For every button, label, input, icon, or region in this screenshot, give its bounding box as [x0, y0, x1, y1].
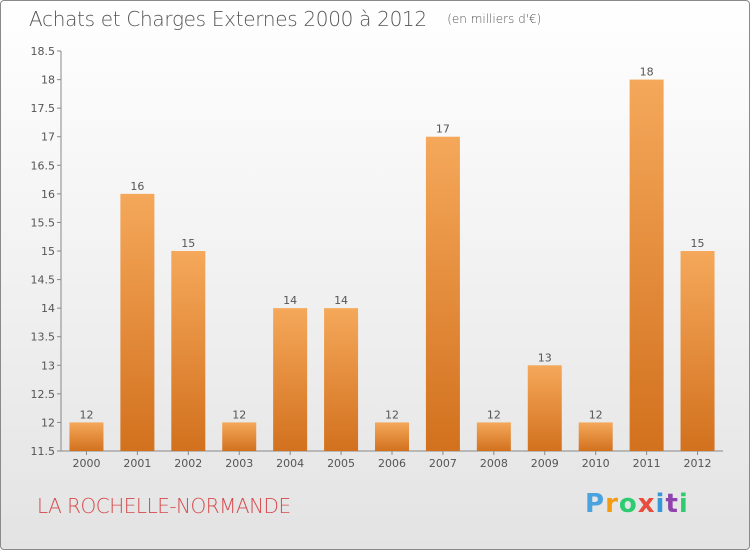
proxiti-logo: Proxiti — [585, 489, 689, 519]
bar-2000 — [69, 422, 104, 451]
data-label: 13 — [538, 351, 552, 364]
y-tick-label: 11.5 — [31, 445, 56, 458]
bar-2010 — [578, 422, 613, 451]
x-tick-label: 2004 — [276, 457, 304, 470]
x-tick-label: 2007 — [429, 457, 457, 470]
data-label: 17 — [436, 123, 450, 136]
y-tick-label: 12 — [41, 416, 55, 429]
data-label: 18 — [640, 66, 654, 79]
y-tick-label: 15 — [41, 245, 55, 258]
data-label: 12 — [232, 408, 246, 421]
bar-2008 — [476, 422, 511, 451]
chart-axes: 11.5 12 12.5 13 13.5 14 14.5 15 15.5 16 16.5 17 17.5… — [31, 45, 723, 458]
y-tick-label: 16.5 — [31, 159, 56, 172]
bar-2003 — [222, 422, 257, 451]
bar-2004 — [273, 308, 308, 451]
x-tick-label: 2001 — [123, 457, 151, 470]
logo-letter: i — [655, 489, 666, 519]
data-label: 14 — [283, 294, 297, 307]
x-tick-label: 2009 — [531, 457, 559, 470]
logo-letter: o — [618, 489, 638, 519]
chart-title-text: Achats et Charges Externes 2000 à 2012 — [29, 7, 427, 31]
bar-2002 — [171, 251, 206, 451]
bar-2001 — [120, 193, 155, 451]
y-tick-label: 13.5 — [31, 331, 56, 344]
logo-letter: P — [585, 489, 606, 519]
chart-unit: (en milliers d'€) — [447, 12, 542, 26]
x-tick-label: 2002 — [174, 457, 202, 470]
chart-labels: 2000 12 2001 16 2002 15 2003 12 2004 14 2005 14 2006… — [72, 66, 711, 470]
x-tick-label: 2012 — [684, 457, 712, 470]
data-label: 12 — [79, 408, 93, 421]
y-tick-label: 17.5 — [31, 102, 56, 115]
bar-2011 — [629, 79, 664, 452]
data-label: 14 — [334, 294, 348, 307]
y-tick-label: 12.5 — [31, 388, 56, 401]
y-tick-label: 18 — [41, 74, 55, 87]
bar-2007 — [425, 136, 460, 451]
data-label: 15 — [691, 237, 705, 250]
x-tick-label: 2011 — [633, 457, 661, 470]
commune-name: LA ROCHELLE-NORMANDE — [37, 494, 291, 518]
logo-letter: i — [678, 489, 689, 519]
logo-letter: t — [665, 489, 679, 519]
y-tick-label: 18.5 — [31, 45, 56, 58]
chart-title: Achats et Charges Externes 2000 à 2012 (… — [29, 7, 541, 31]
x-tick-label: 2000 — [72, 457, 100, 470]
bar-2005 — [324, 308, 359, 451]
y-tick-label: 14 — [41, 302, 55, 315]
y-tick-label: 17 — [41, 131, 55, 144]
data-label: 12 — [385, 408, 399, 421]
logo-letter: x — [637, 489, 656, 519]
x-tick-label: 2003 — [225, 457, 253, 470]
x-tick-label: 2005 — [327, 457, 355, 470]
y-tick-label: 15.5 — [31, 216, 56, 229]
chart-bars — [69, 79, 715, 452]
data-label: 12 — [589, 408, 603, 421]
y-tick-label: 14.5 — [31, 274, 56, 287]
bar-2009 — [527, 365, 562, 451]
x-tick-label: 2008 — [480, 457, 508, 470]
x-tick-label: 2006 — [378, 457, 406, 470]
data-label: 16 — [130, 180, 144, 193]
data-label: 15 — [181, 237, 195, 250]
x-tick-label: 2010 — [582, 457, 610, 470]
y-tick-label: 16 — [41, 188, 55, 201]
data-label: 12 — [487, 408, 501, 421]
logo-letter: r — [605, 489, 619, 519]
y-tick-label: 13 — [41, 359, 55, 372]
bar-2012 — [680, 251, 715, 451]
bar-2006 — [375, 422, 409, 451]
